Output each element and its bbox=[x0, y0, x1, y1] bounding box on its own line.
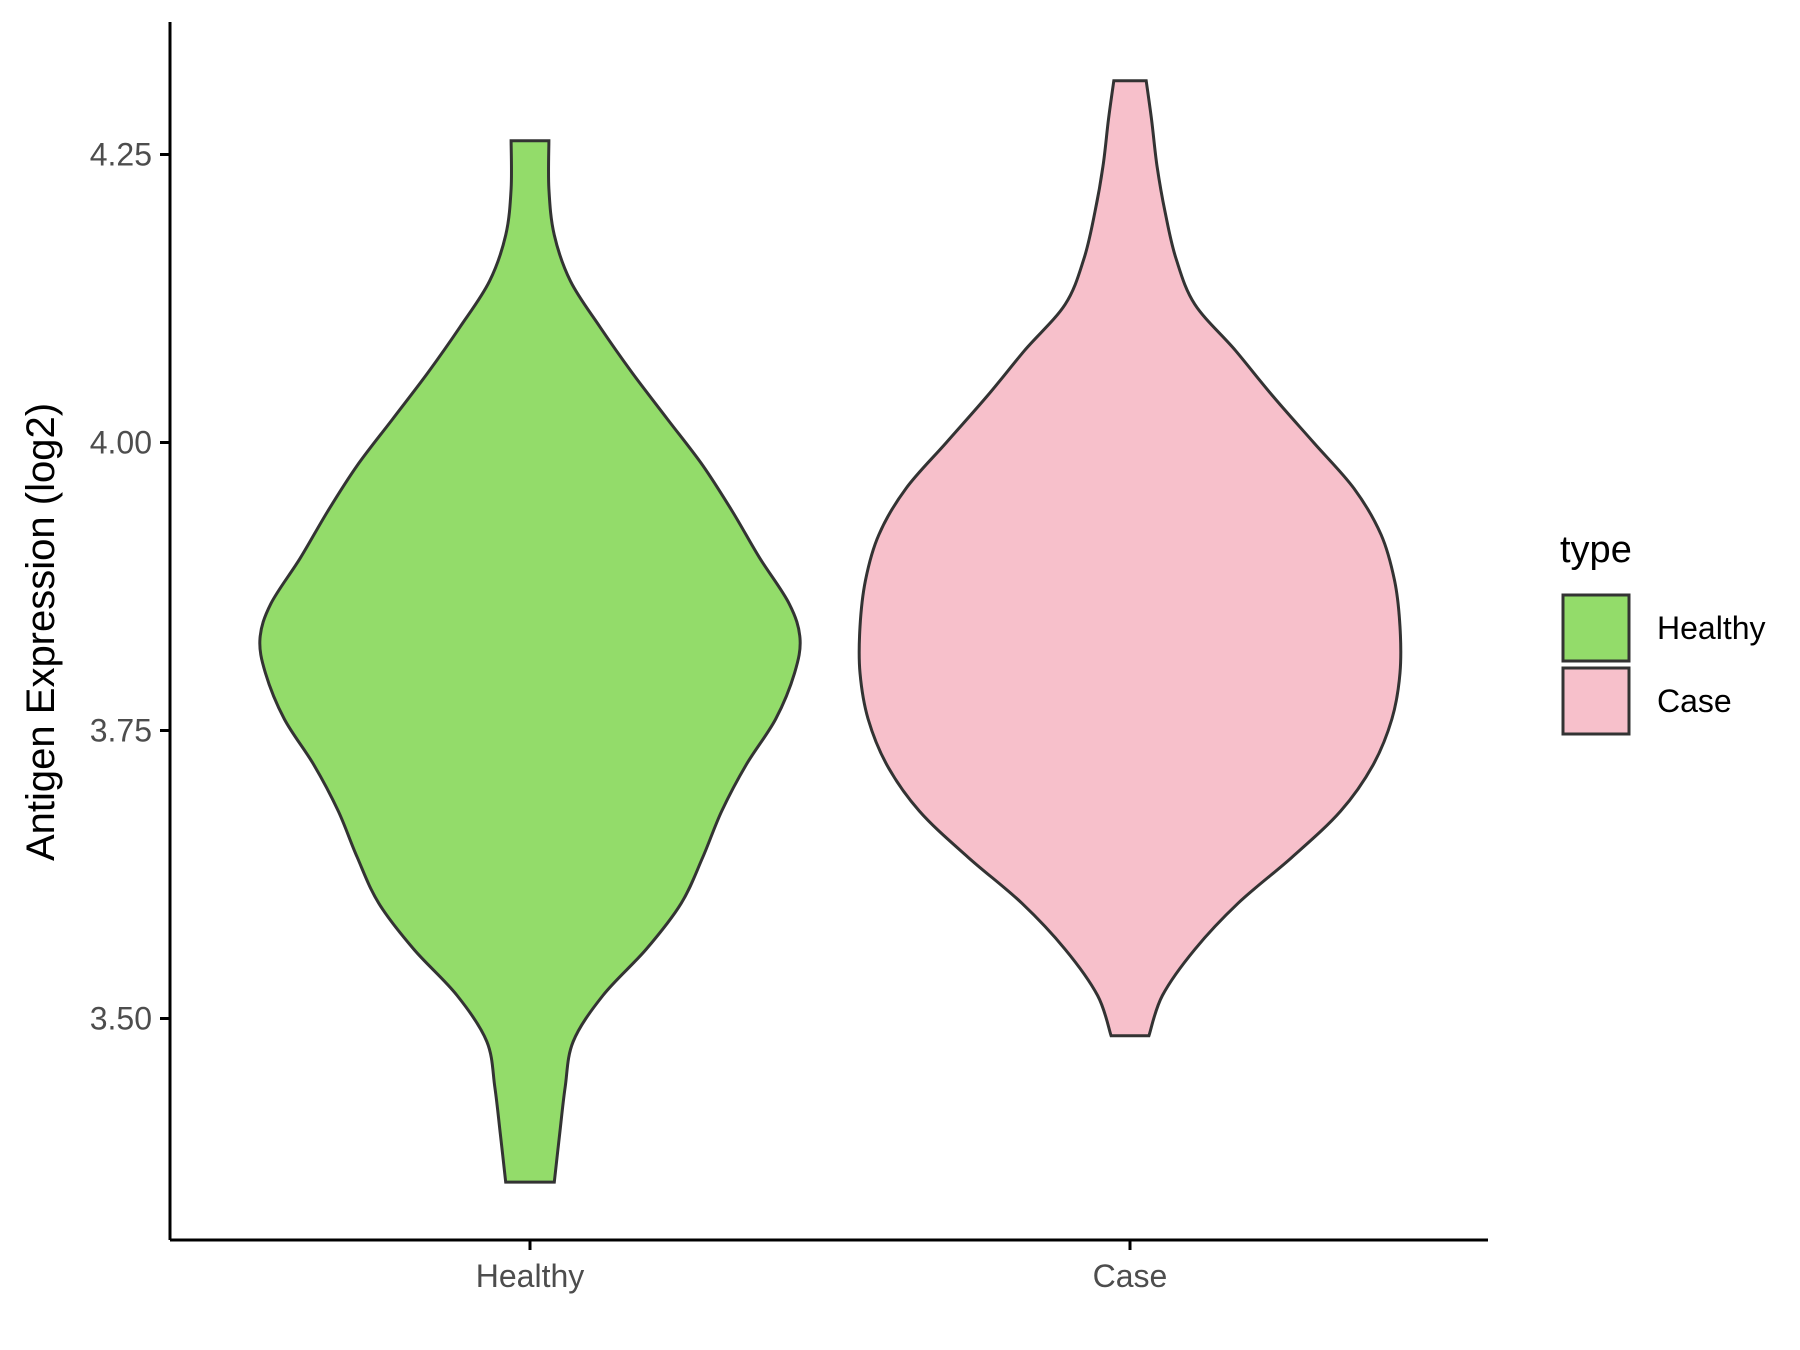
y-axis-title: Antigen Expression (log2) bbox=[19, 403, 63, 861]
x-tick-label: Case bbox=[1093, 1258, 1168, 1294]
legend-label: Case bbox=[1657, 683, 1732, 719]
legend-title: type bbox=[1560, 529, 1632, 571]
legend-key-case bbox=[1561, 666, 1631, 736]
x-tick-label: Healthy bbox=[476, 1258, 585, 1294]
violin-healthy bbox=[258, 139, 802, 1184]
x-axis: Healthy Case bbox=[476, 1240, 1168, 1294]
legend-label: Healthy bbox=[1657, 610, 1766, 646]
y-tick-label: 3.75 bbox=[90, 713, 152, 749]
legend: type Healthy Case bbox=[1560, 529, 1766, 736]
y-tick-label: 4.25 bbox=[90, 137, 152, 173]
y-axis: 3.50 3.75 4.00 4.25 bbox=[90, 137, 170, 1037]
y-tick-label: 3.50 bbox=[90, 1001, 152, 1037]
y-tick-label: 4.00 bbox=[90, 425, 152, 461]
legend-key-healthy bbox=[1561, 593, 1631, 663]
plot-area bbox=[258, 79, 1403, 1184]
violin-case bbox=[857, 79, 1403, 1038]
